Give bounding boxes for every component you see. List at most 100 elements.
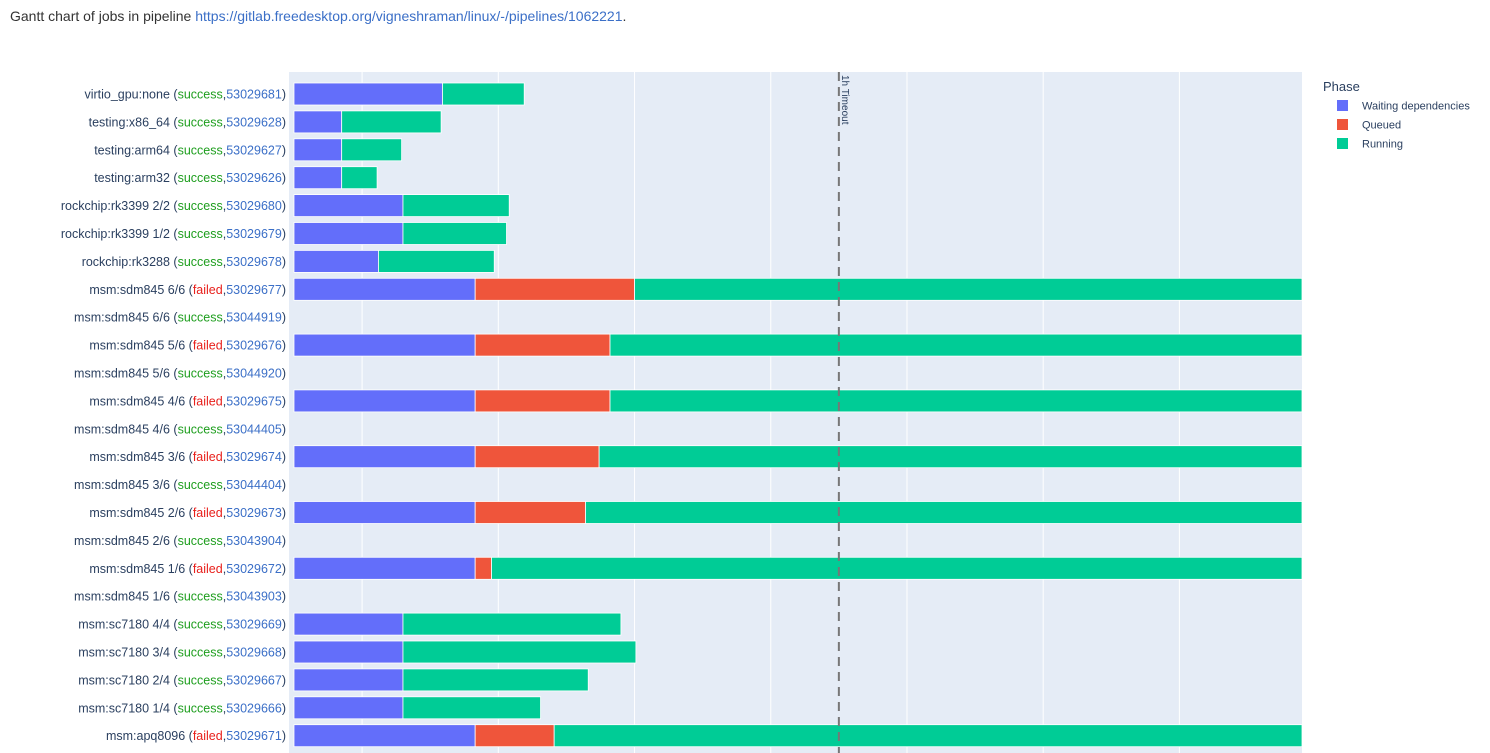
job-name: msm:sdm845 6/6 (	[89, 283, 193, 297]
bar-running[interactable]	[634, 277, 1303, 301]
bar-queued[interactable]	[474, 333, 611, 357]
job-id[interactable]: 53029674	[226, 450, 282, 464]
label-comma: ,	[223, 422, 226, 436]
bar-running[interactable]	[609, 389, 1303, 413]
legend-swatch[interactable]	[1337, 100, 1348, 111]
bar-running[interactable]	[341, 110, 442, 134]
job-name: msm:sdm845 2/6 (	[74, 534, 178, 548]
job-id[interactable]: 53044920	[226, 367, 282, 381]
label-comma: ,	[223, 450, 226, 464]
bar-waiting[interactable]	[293, 82, 443, 106]
job-status: success	[178, 534, 223, 548]
bar-running[interactable]	[491, 556, 1303, 580]
job-status: success	[178, 255, 223, 269]
job-id[interactable]: 53029675	[226, 394, 282, 408]
bar-running[interactable]	[402, 222, 507, 245]
row-label: msm:sdm845 4/6 (success,53044405)	[74, 422, 286, 436]
legend-swatch[interactable]	[1337, 138, 1348, 149]
job-id[interactable]: 53029628	[226, 115, 282, 129]
job-id[interactable]: 53044919	[226, 311, 282, 325]
job-id[interactable]: 53029672	[226, 562, 282, 576]
bar-waiting[interactable]	[293, 696, 404, 720]
bar-running[interactable]	[585, 501, 1303, 524]
bar-queued[interactable]	[474, 724, 555, 748]
bar-queued[interactable]	[474, 277, 635, 301]
label-comma: ,	[223, 199, 226, 213]
bar-running[interactable]	[341, 166, 378, 190]
job-name: msm:sc7180 4/4 (	[78, 618, 178, 632]
bar-queued[interactable]	[474, 445, 600, 469]
label-comma: ,	[223, 534, 226, 548]
bar-running[interactable]	[402, 612, 622, 636]
bar-waiting[interactable]	[293, 668, 404, 692]
job-id[interactable]: 53029679	[226, 227, 282, 241]
job-name: msm:sdm845 5/6 (	[89, 339, 193, 353]
job-id[interactable]: 53029678	[226, 255, 282, 269]
bar-waiting[interactable]	[293, 166, 343, 190]
job-id[interactable]: 53029676	[226, 339, 282, 353]
bar-queued[interactable]	[474, 501, 586, 524]
bar-waiting[interactable]	[293, 277, 476, 301]
legend-label[interactable]: Running	[1362, 139, 1403, 151]
job-id[interactable]: 53043904	[226, 534, 282, 548]
bar-waiting[interactable]	[293, 445, 476, 469]
job-id[interactable]: 53029626	[226, 171, 282, 185]
job-status: failed	[193, 450, 223, 464]
job-id[interactable]: 53029667	[226, 673, 282, 687]
bar-running[interactable]	[402, 194, 510, 218]
label-comma: ,	[223, 339, 226, 353]
bar-waiting[interactable]	[293, 724, 476, 748]
bar-queued[interactable]	[474, 389, 611, 413]
bar-waiting[interactable]	[293, 249, 379, 273]
bar-waiting[interactable]	[293, 640, 404, 664]
job-id[interactable]: 53044405	[226, 422, 282, 436]
job-id[interactable]: 53029669	[226, 618, 282, 632]
label-comma: ,	[223, 367, 226, 381]
bar-running[interactable]	[341, 138, 403, 162]
bar-waiting[interactable]	[293, 110, 343, 134]
job-status: success	[178, 701, 223, 715]
job-id[interactable]: 53029671	[226, 729, 282, 743]
bar-waiting[interactable]	[293, 333, 476, 357]
bar-running[interactable]	[402, 640, 637, 664]
bar-running[interactable]	[609, 333, 1303, 357]
bar-waiting[interactable]	[293, 222, 404, 245]
job-status: success	[178, 227, 223, 241]
job-id[interactable]: 53043903	[226, 590, 282, 604]
legend-label[interactable]: Queued	[1362, 120, 1401, 132]
bar-waiting[interactable]	[293, 138, 343, 162]
job-id[interactable]: 53029666	[226, 701, 282, 715]
bar-running[interactable]	[378, 249, 495, 273]
job-id[interactable]: 53029668	[226, 646, 282, 660]
row-label: msm:apq8096 (failed,53029671)	[106, 729, 286, 743]
bar-running[interactable]	[442, 82, 525, 106]
bar-waiting[interactable]	[293, 612, 404, 636]
job-id[interactable]: 53044404	[226, 478, 282, 492]
pipeline-link[interactable]: https://gitlab.freedesktop.org/vigneshra…	[195, 8, 623, 24]
bar-waiting[interactable]	[293, 556, 476, 580]
job-id[interactable]: 53029627	[226, 143, 282, 157]
job-id[interactable]: 53029673	[226, 506, 282, 520]
label-comma: ,	[223, 478, 226, 492]
bar-waiting[interactable]	[293, 194, 404, 218]
legend-swatch[interactable]	[1337, 119, 1348, 130]
bar-running[interactable]	[598, 445, 1303, 469]
row-label: msm:sdm845 4/6 (failed,53029675)	[89, 394, 286, 408]
bar-waiting[interactable]	[293, 389, 476, 413]
row-label: msm:sc7180 3/4 (success,53029668)	[78, 646, 286, 660]
label-comma: ,	[223, 143, 226, 157]
bar-running[interactable]	[402, 696, 541, 720]
job-status: success	[178, 143, 223, 157]
label-paren: )	[282, 478, 286, 492]
job-id[interactable]: 53029680	[226, 199, 282, 213]
legend-label[interactable]: Waiting dependencies	[1362, 101, 1470, 113]
job-id[interactable]: 53029677	[226, 283, 282, 297]
bar-waiting[interactable]	[293, 501, 476, 524]
job-status: success	[178, 422, 223, 436]
label-paren: )	[282, 618, 286, 632]
label-paren: )	[282, 283, 286, 297]
bar-running[interactable]	[402, 668, 589, 692]
job-id[interactable]: 53029681	[226, 88, 282, 102]
bar-running[interactable]	[553, 724, 1303, 748]
bar-queued[interactable]	[474, 556, 492, 580]
